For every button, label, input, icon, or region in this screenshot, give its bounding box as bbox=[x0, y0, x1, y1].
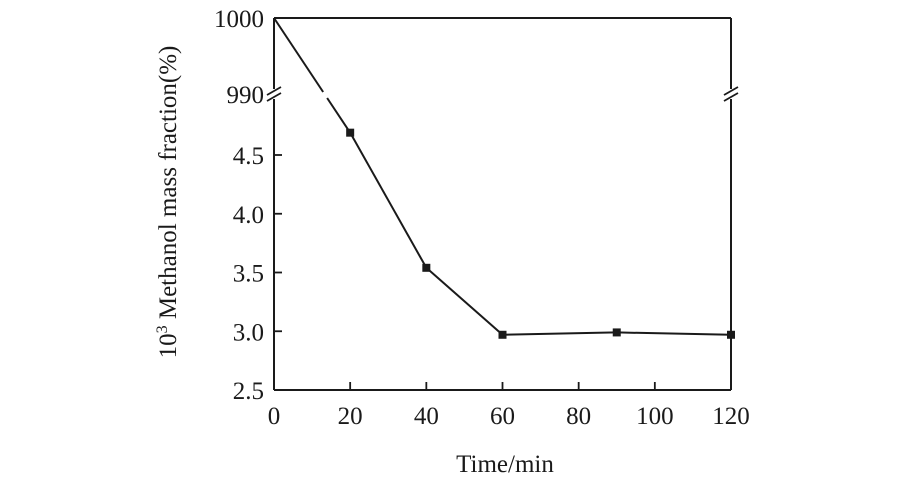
data-point bbox=[727, 330, 735, 339]
series-line-segment bbox=[326, 97, 351, 134]
y-axis-ticks: 2.5 3.0 3.5 4.0 4.5 990 1000 bbox=[214, 6, 282, 405]
y-axis-title-prefix: 10 bbox=[155, 333, 182, 358]
y-tick-label: 4.0 bbox=[233, 202, 264, 229]
series-line-segment bbox=[349, 132, 428, 269]
left-break-mark-2 bbox=[266, 92, 282, 102]
x-tick-label: 120 bbox=[712, 403, 750, 430]
series-line-segment bbox=[502, 331, 617, 336]
x-tick-label: 60 bbox=[490, 403, 515, 430]
data-point bbox=[346, 128, 355, 137]
y-tick-label: 1000 bbox=[214, 6, 264, 33]
y-tick-label: 3.0 bbox=[233, 319, 264, 346]
x-tick-label: 40 bbox=[414, 403, 439, 430]
y-tick-label: 4.5 bbox=[233, 143, 264, 170]
y-axis-title-sup: 3 bbox=[154, 325, 171, 333]
y-tick-label: 3.5 bbox=[233, 261, 264, 288]
y-axis-title: 103 Methanol mass fraction(%) bbox=[154, 46, 182, 359]
x-tick-label: 0 bbox=[268, 403, 281, 430]
y-tick-label: 2.5 bbox=[233, 378, 264, 405]
x-axis-title: Time/min bbox=[456, 451, 554, 478]
x-tick-label: 20 bbox=[338, 403, 363, 430]
y-tick-label: 990 bbox=[227, 82, 265, 109]
x-tick-label: 80 bbox=[566, 403, 591, 430]
x-tick-label: 100 bbox=[636, 403, 674, 430]
y-axis-title-main: Methanol mass fraction(%) bbox=[155, 46, 182, 326]
x-axis-ticks: 0 20 40 60 80 100 120 bbox=[268, 382, 750, 430]
series-line-segment bbox=[273, 17, 324, 93]
left-break-mark-1 bbox=[266, 86, 282, 96]
data-point bbox=[498, 330, 507, 339]
right-break-mark-1 bbox=[723, 86, 739, 96]
series-layer bbox=[273, 17, 735, 339]
right-break-mark-2 bbox=[723, 92, 739, 102]
axis-break-marks bbox=[266, 86, 739, 102]
data-point bbox=[422, 263, 431, 272]
data-point bbox=[612, 328, 621, 337]
series-line-segment bbox=[616, 331, 732, 336]
series-line-segment bbox=[425, 267, 504, 336]
